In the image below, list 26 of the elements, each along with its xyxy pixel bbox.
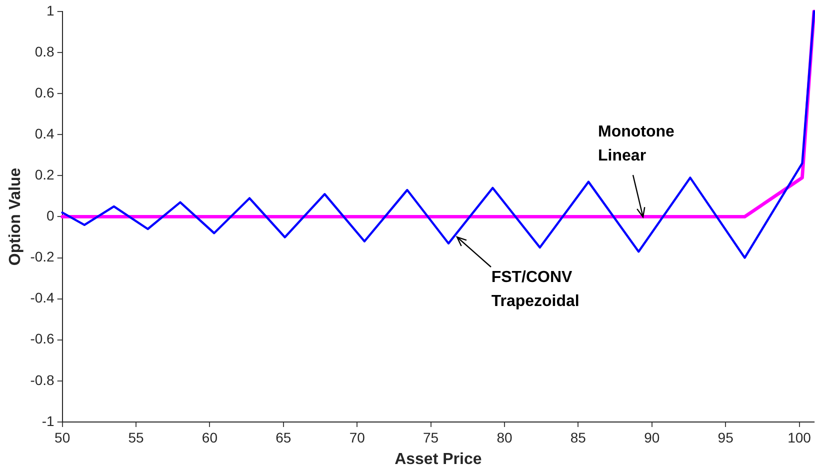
x-tick-label: 85 (570, 429, 586, 446)
y-tick-label: 0.6 (34, 84, 55, 100)
x-tick-label: 75 (423, 429, 439, 446)
annotation: Monotone Linear (598, 124, 675, 165)
x-tick-label: 65 (276, 429, 292, 446)
x-axis-title: Asset Price (394, 450, 482, 468)
y-tick-label: -1 (42, 412, 55, 429)
y-tick-label: 0 (46, 208, 55, 224)
x-tick-label: 100 (788, 429, 812, 446)
annotation: FST/CONV Trapezoidal (491, 269, 580, 310)
x-tick-label: 60 (202, 429, 218, 446)
y-tick-label: 0.4 (34, 125, 55, 142)
x-tick-label: 95 (718, 429, 734, 446)
y-tick-label: 0.8 (34, 43, 55, 60)
x-tick-label: 50 (54, 429, 70, 446)
y-tick-label: 0.2 (34, 166, 55, 182)
x-tick-label: 55 (128, 429, 144, 446)
y-tick-label: -0.6 (30, 330, 55, 347)
y-tick-label: 1 (46, 2, 55, 18)
y-tick-label: -0.2 (30, 248, 55, 265)
x-tick-label: 70 (349, 429, 366, 446)
y-tick-label: -0.8 (30, 372, 55, 388)
y-tick-label: -0.4 (30, 290, 55, 306)
x-tick-label: 80 (496, 429, 512, 446)
x-tick-label: 90 (644, 429, 660, 446)
y-axis-title: Option Value (7, 168, 24, 266)
